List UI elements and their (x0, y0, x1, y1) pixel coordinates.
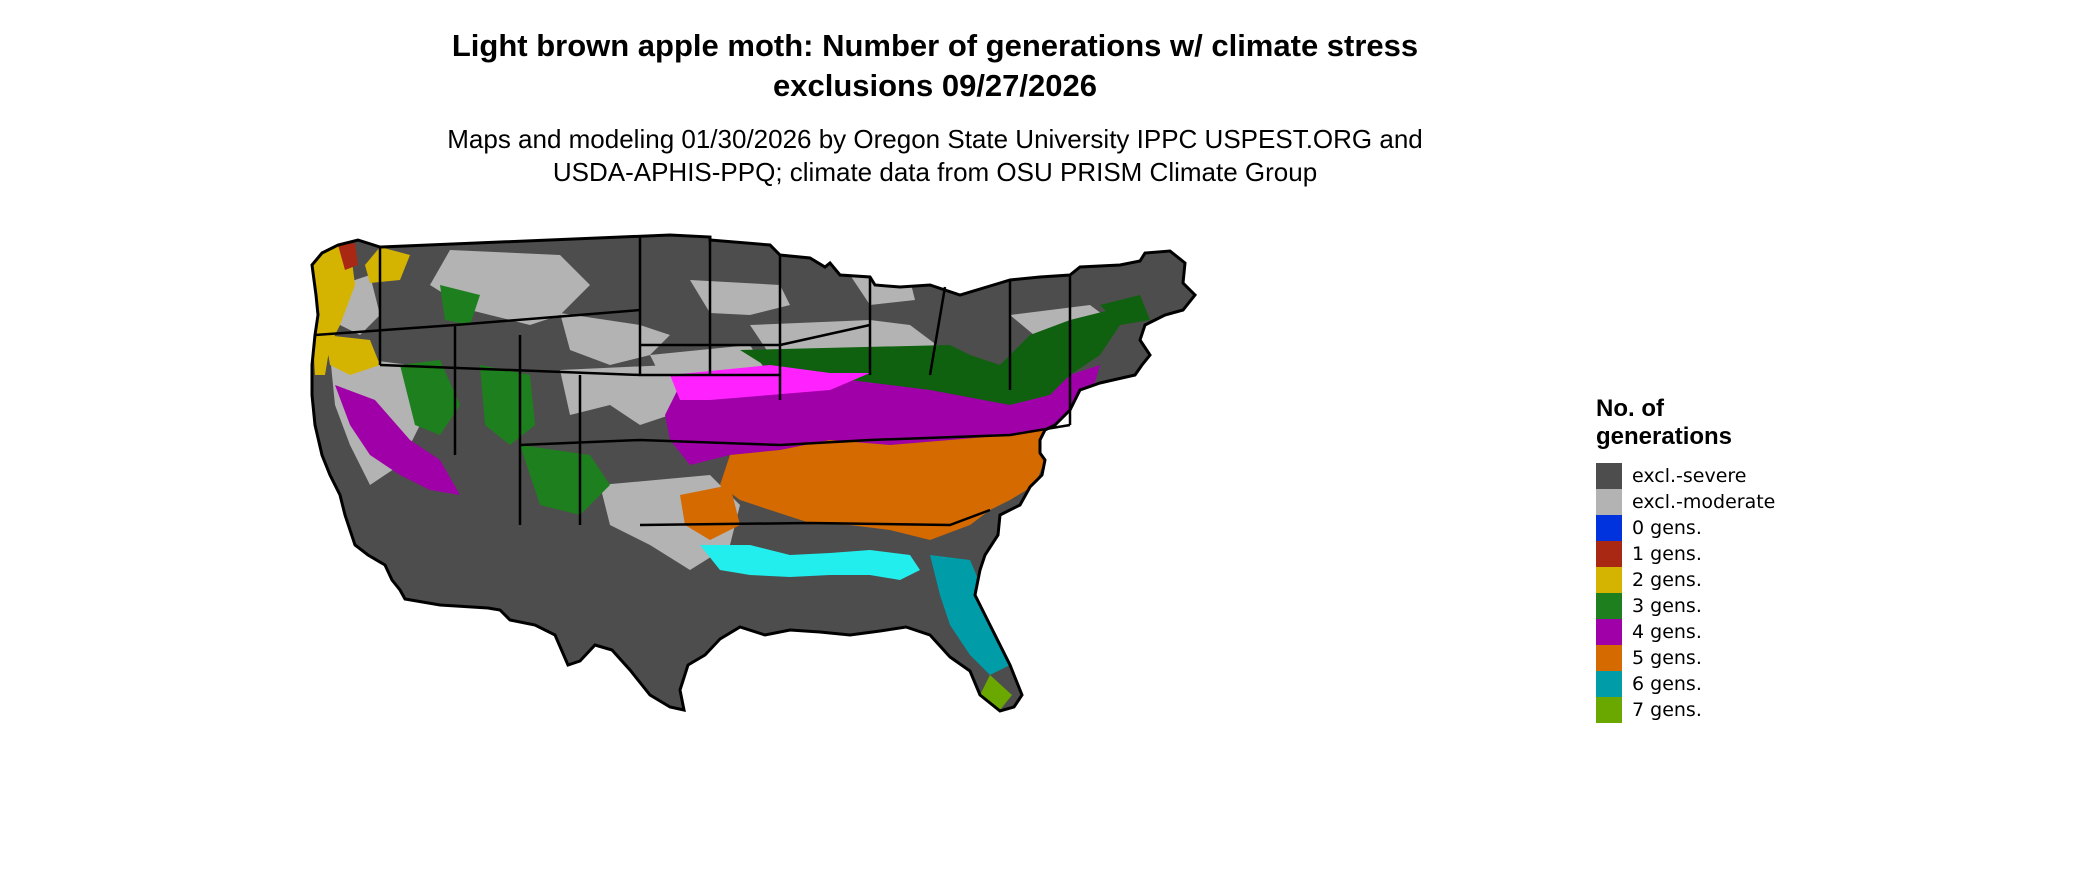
two-gens-oregon-valley (325, 335, 380, 375)
state-borders (314, 235, 1072, 527)
legend-swatch (1596, 567, 1622, 593)
five-gens-gulf-states (720, 425, 1070, 540)
legend-swatch (1596, 463, 1622, 489)
legend-label: 4 gens. (1632, 621, 1702, 643)
legend-item: 4 gens. (1596, 619, 1775, 645)
three-gens-new-england-coast (1100, 295, 1150, 325)
map-subtitle: Maps and modeling 01/30/2026 by Oregon S… (0, 123, 1870, 189)
legend-label: 2 gens. (1632, 569, 1702, 591)
four-gens-california-desert (335, 385, 460, 495)
legend-title-line-1: No. of (1596, 395, 1664, 422)
six-gens-florida (930, 555, 1010, 675)
legend-swatch (1596, 671, 1622, 697)
moderate-exclusion-wyoming-plains (560, 313, 670, 365)
legend-label: 0 gens. (1632, 517, 1702, 539)
legend-item: 0 gens. (1596, 515, 1775, 541)
legend-item: 7 gens. (1596, 697, 1775, 723)
legend-item: 2 gens. (1596, 567, 1775, 593)
legend-swatch (1596, 645, 1622, 671)
legend-items: excl.-severe excl.-moderate 0 gens. 1 gens.… (1596, 463, 1775, 723)
us-map-svg (310, 233, 1197, 713)
five-gens-east-texas (680, 485, 740, 540)
us-generations-map (310, 225, 1560, 895)
map-title-line-2: exclusions 09/27/2026 (772, 68, 1097, 103)
legend-swatch (1596, 593, 1622, 619)
map-subtitle-line-1: Maps and modeling 01/30/2026 by Oregon S… (447, 124, 1423, 154)
moderate-exclusion-colorado (560, 365, 690, 425)
two-gens-pacific-coast (312, 245, 355, 375)
legend-label: 6 gens. (1632, 673, 1702, 695)
six-gens-gulf-coast (700, 545, 920, 580)
legend-label: 5 gens. (1632, 647, 1702, 669)
legend-label: excl.-severe (1632, 465, 1747, 487)
map-subtitle-line-2: USDA-APHIS-PPQ; climate data from OSU PR… (552, 157, 1318, 187)
state-borders-horizontal (314, 308, 1071, 527)
seven-gens-florida-tip (980, 675, 1012, 710)
legend-label: 7 gens. (1632, 699, 1702, 721)
legend-swatch (1596, 541, 1622, 567)
moderate-exclusion-dakotas (690, 280, 790, 315)
legend-label: 3 gens. (1632, 595, 1702, 617)
legend-item: 3 gens. (1596, 593, 1775, 619)
legend-item: 1 gens. (1596, 541, 1775, 567)
legend-title-line-2: generations (1596, 423, 1733, 450)
two-gens-washington (365, 247, 410, 283)
legend-label: excl.-moderate (1632, 491, 1776, 513)
legend-item: excl.-severe (1596, 463, 1775, 489)
three-gens-ohio-valley (740, 310, 1120, 405)
legend: No. of generations excl.-severe excl.-mod… (1596, 395, 1775, 723)
map-title-line-1: Light brown apple moth: Number of genera… (451, 28, 1419, 63)
legend-item: excl.-moderate (1596, 489, 1775, 515)
legend-swatch (1596, 619, 1622, 645)
three-gens-idaho (440, 285, 480, 325)
state-borders-west-vertical (378, 247, 582, 525)
legend-title: No. of generations (1596, 395, 1775, 451)
three-gens-new-mexico (520, 445, 610, 515)
legend-label: 1 gens. (1632, 543, 1702, 565)
map-title: Light brown apple moth: Number of genera… (0, 26, 1870, 106)
legend-swatch (1596, 515, 1622, 541)
one-gens-cascades (338, 243, 358, 270)
legend-swatch (1596, 697, 1622, 723)
legend-item: 6 gens. (1596, 671, 1775, 697)
map-fill-group (312, 235, 1195, 711)
three-gens-great-basin (400, 360, 460, 435)
legend-item: 5 gens. (1596, 645, 1775, 671)
legend-swatch (1596, 489, 1622, 515)
